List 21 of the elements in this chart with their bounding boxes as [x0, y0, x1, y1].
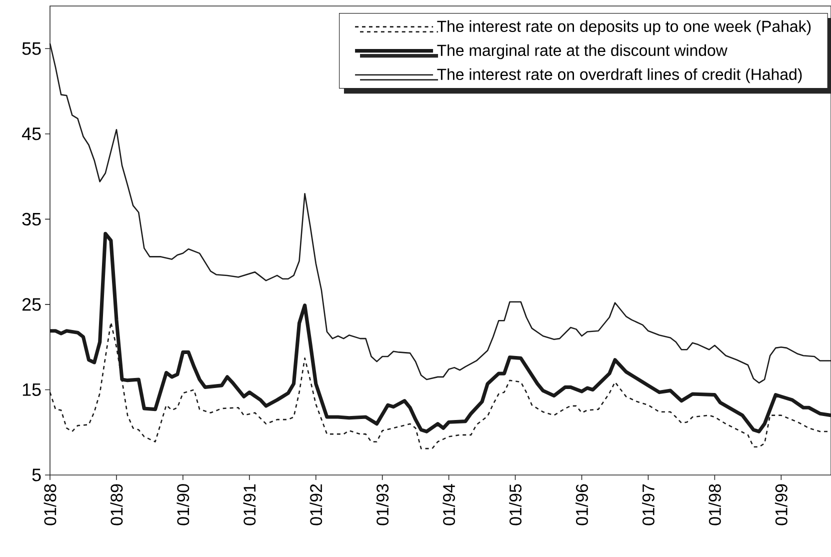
- legend-label: The interest rate on overdraft lines of credit (Hahad): [437, 68, 802, 84]
- x-tick-label: 01/90: [176, 484, 190, 526]
- y-tick-label: 35: [22, 212, 41, 226]
- x-tick-label: 01/95: [509, 484, 522, 526]
- legend-label: The marginal rate at the discount window: [437, 44, 728, 60]
- x-tick-label: 01/94: [442, 484, 456, 526]
- y-tick-label: 45: [22, 128, 41, 140]
- x-tick-label: 01/88: [44, 484, 56, 526]
- y-tick-label: 55: [22, 42, 41, 55]
- x-tick-label: 01/89: [110, 484, 123, 526]
- x-tick-label: 01/91: [243, 484, 256, 526]
- legend-label: The interest rate on deposits up to one week (Pahak): [437, 20, 811, 36]
- y-tick-label: 15: [22, 383, 41, 396]
- y-tick-label: 25: [22, 298, 41, 311]
- x-tick-label: 01/99: [774, 484, 788, 526]
- x-tick-label: 01/96: [576, 484, 588, 526]
- x-tick-label: 01/93: [376, 484, 389, 526]
- x-tick-label: 01/97: [642, 484, 654, 526]
- x-tick-label: 01/98: [708, 484, 721, 526]
- x-tick-label: 01/92: [310, 484, 322, 526]
- y-tick-label: 5: [32, 468, 41, 482]
